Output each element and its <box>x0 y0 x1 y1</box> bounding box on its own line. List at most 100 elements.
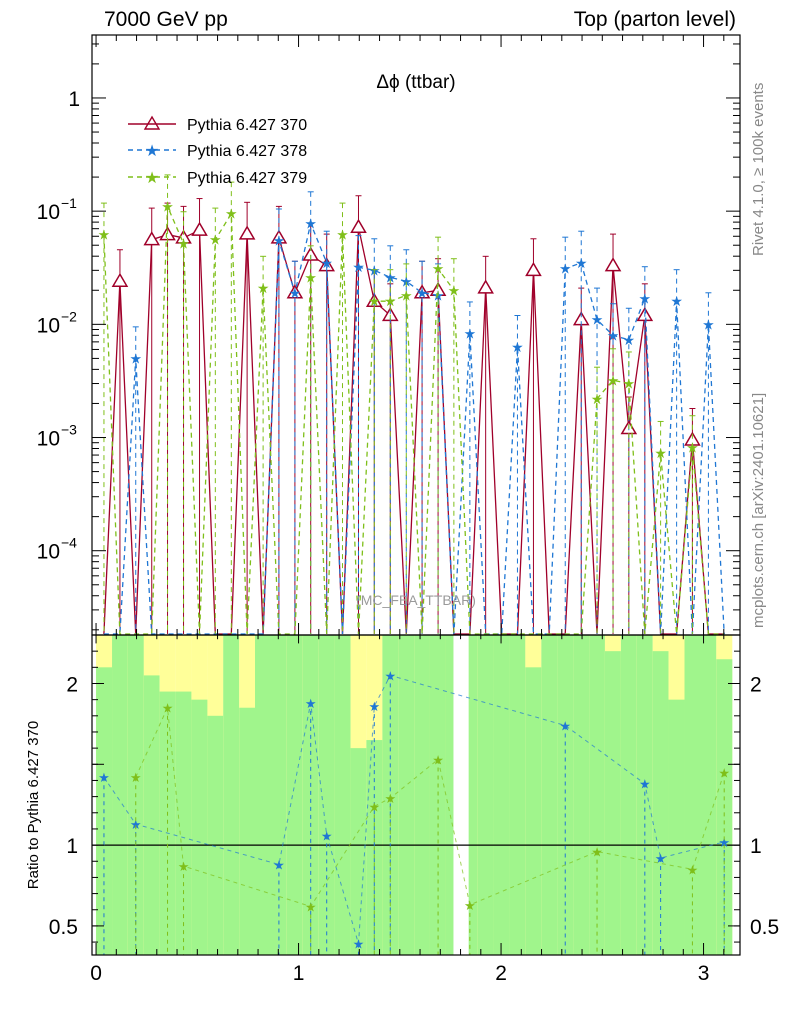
header-right: Top (parton level) <box>573 8 736 31</box>
ratio-band-green <box>318 635 335 955</box>
ratio-point-star: ★ <box>687 863 699 878</box>
ratio-band-green <box>302 635 319 955</box>
ratio-band-green <box>175 691 192 955</box>
ratio-band-green <box>525 667 542 955</box>
data-point-star: ★ <box>607 373 620 389</box>
ratio-band-green <box>477 635 494 955</box>
legend-entry-370: Pythia 6.427 370 <box>128 115 307 134</box>
ratio-y-tick-label-right: 2 <box>750 673 762 696</box>
data-point-star: ★ <box>416 286 429 302</box>
data-point-star: ★ <box>575 256 588 272</box>
ratio-point-star: ★ <box>178 860 190 875</box>
data-point-star: ★ <box>591 313 604 329</box>
data-point-triangle <box>238 225 256 240</box>
ratio-band-green <box>509 635 526 955</box>
data-point-star: ★ <box>98 228 111 244</box>
data-point-star: ★ <box>432 262 445 278</box>
x-tick-label: 2 <box>495 962 507 985</box>
ratio-point-star: ★ <box>559 720 571 735</box>
ratio-band-green <box>620 635 637 955</box>
data-point-triangle <box>191 221 208 236</box>
data-point-star: ★ <box>129 351 142 367</box>
source-label: mcplots.cern.ch [arXiv:2401.10621] <box>750 393 767 628</box>
ratio-band-green <box>350 748 367 955</box>
data-point-star: ★ <box>607 328 620 344</box>
data-point-star: ★ <box>384 294 397 310</box>
analysis-watermark: (MC_FBA_TTBAR) <box>356 592 476 608</box>
ratio-band-green <box>398 635 415 955</box>
ratio-y-tick-label-right: 1 <box>750 835 762 858</box>
ratio-band-green <box>143 675 160 955</box>
ratio-point-star: ★ <box>384 792 396 807</box>
data-point-star: ★ <box>225 207 238 223</box>
data-point-star: ★ <box>670 294 683 310</box>
ratio-band-green <box>493 635 510 955</box>
series-line <box>103 221 725 635</box>
x-tick-label: 3 <box>698 962 710 985</box>
ratio-band-green <box>223 635 240 955</box>
x-tick-label: 0 <box>90 962 102 985</box>
y-tick-label: 10 <box>37 541 60 564</box>
data-point-triangle <box>143 231 161 246</box>
data-point-star: ★ <box>384 270 397 286</box>
data-point-triangle <box>350 218 367 234</box>
triangle-marker-icon <box>143 115 161 130</box>
data-point-star: ★ <box>511 340 524 356</box>
ratio-band-green <box>684 635 701 955</box>
data-point-triangle <box>302 246 320 261</box>
ratio-point-star: ★ <box>718 836 730 851</box>
ratio-band-green <box>668 699 685 955</box>
y-tick-label: 10 <box>37 314 60 337</box>
data-point-star: ★ <box>432 288 445 304</box>
ratio-band-green <box>604 651 621 955</box>
ratio-y-tick-label: 2 <box>66 673 78 696</box>
data-point-star: ★ <box>161 199 174 215</box>
plot-title: Δϕ (ttbar) <box>376 72 455 93</box>
data-point-star: ★ <box>686 440 699 456</box>
star-marker-icon: ★ <box>145 168 159 187</box>
data-point-star: ★ <box>336 228 349 244</box>
data-point-star: ★ <box>257 281 270 297</box>
data-point-star: ★ <box>464 326 477 342</box>
ratio-band-green <box>191 699 208 955</box>
data-point-star: ★ <box>623 333 636 349</box>
ratio-point-star: ★ <box>464 899 476 914</box>
legend: Pythia 6.427 370 ★ Pythia 6.427 378 ★ Py… <box>128 115 307 187</box>
data-point-star: ★ <box>559 262 572 278</box>
y-tick-label-exponent: −3 <box>61 422 77 438</box>
data-point-star: ★ <box>702 317 715 333</box>
ratio-band-green <box>286 635 303 955</box>
ratio-series-pythia-6.427-379: ★ ★ ★ ★ ★ ★ ★ ★ ★ ★ ★ <box>130 702 730 955</box>
header-left: 7000 GeV pp <box>104 8 228 31</box>
ratio-uncertainty-band <box>96 635 733 955</box>
legend-entry-379: ★ Pythia 6.427 379 <box>128 168 307 187</box>
ratio-y-tick-label: 0.5 <box>49 916 78 939</box>
ratio-frame <box>91 634 741 956</box>
ratio-y-tick-label: 1 <box>66 835 78 858</box>
ratio-point-star: ★ <box>305 901 317 916</box>
svg-text:Pythia 6.427 378: Pythia 6.427 378 <box>187 143 307 160</box>
ratio-series-line <box>135 705 725 908</box>
data-point-star: ★ <box>591 392 604 408</box>
ratio-point-star: ★ <box>130 771 142 786</box>
y-tick-label: 10 <box>37 428 60 451</box>
x-tick-label: 1 <box>293 962 305 985</box>
ratio-point-star: ★ <box>162 702 174 717</box>
ratio-point-star: ★ <box>368 800 380 815</box>
data-point-star: ★ <box>177 236 190 252</box>
series-line <box>103 227 725 635</box>
series-pythia-6.427-378: ★★★★★ ★ ★ ★ ★★ ★★★★ ★★★ ★★ ★★ <box>103 191 725 635</box>
data-point-star: ★ <box>352 260 365 276</box>
ratio-band-green <box>255 635 272 955</box>
ratio-band-green <box>271 635 287 955</box>
axes: 0 1 2 310−410−310−210 −110.5 0.51 12 2 <box>37 35 779 985</box>
data-point-star: ★ <box>654 446 667 462</box>
ratio-band-green <box>414 635 430 955</box>
ratio-point-star: ★ <box>368 700 380 715</box>
data-point-star: ★ <box>320 256 333 272</box>
star-marker-icon: ★ <box>145 141 159 160</box>
ratio-band-gap <box>453 635 469 955</box>
y-tick-label-exponent: −2 <box>61 308 77 324</box>
ratio-band-green <box>700 635 717 955</box>
